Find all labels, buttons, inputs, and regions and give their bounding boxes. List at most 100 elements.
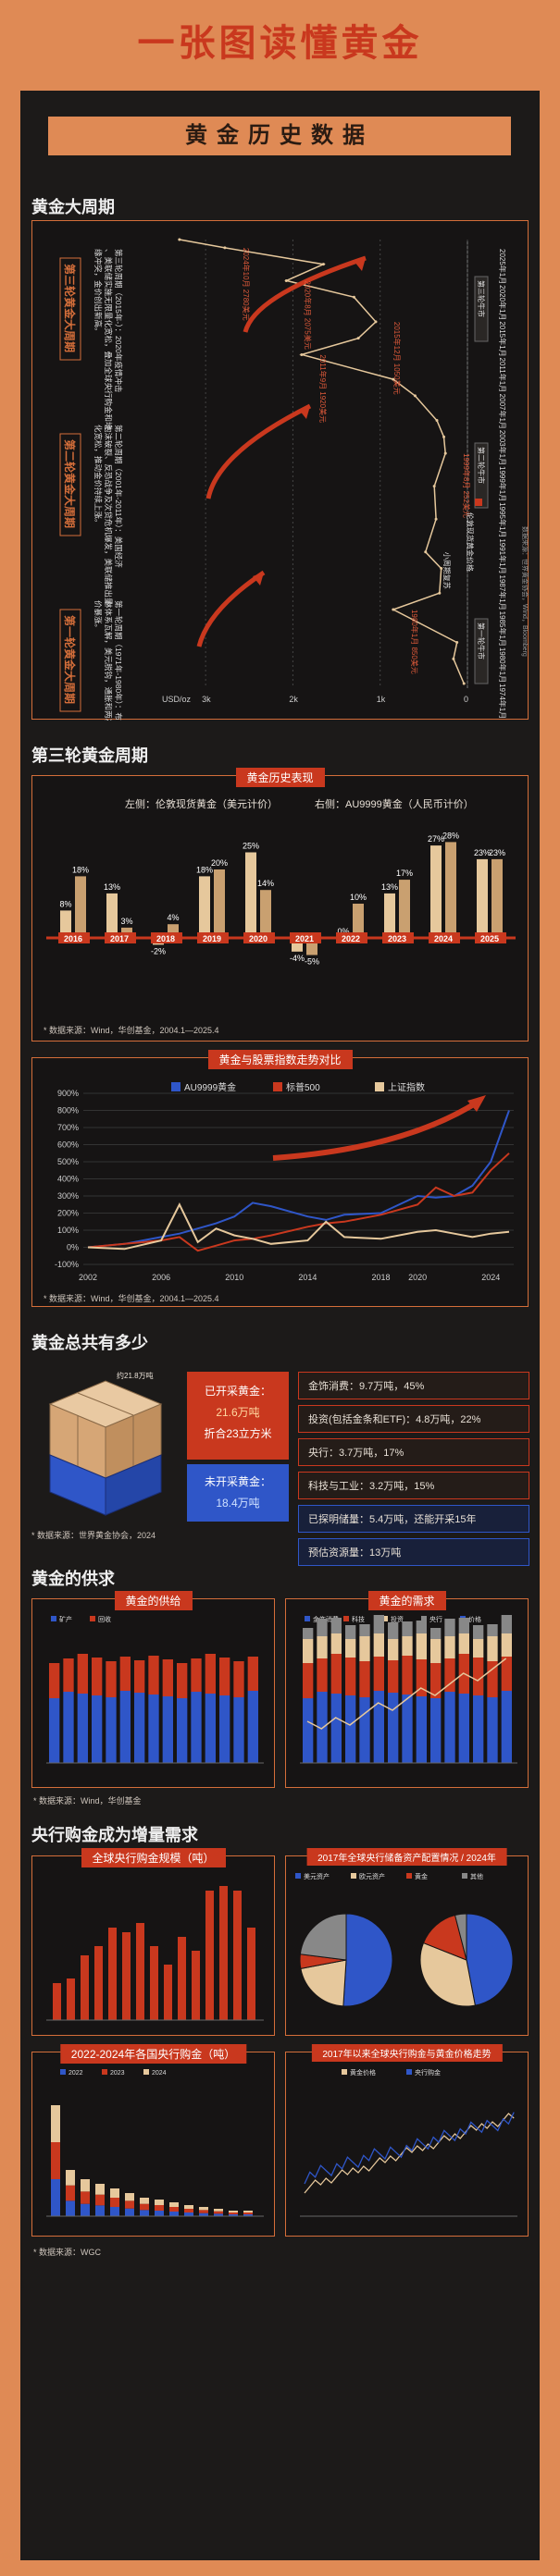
legend-swatch	[295, 1873, 301, 1879]
pie-slice	[342, 1913, 393, 2007]
phase-desc-line: 化宽松，推动金价持续上涨。	[93, 425, 103, 527]
stack-bar-segment	[345, 1625, 356, 1639]
legend-swatch	[51, 1616, 56, 1621]
stack-bar-segment	[416, 1696, 427, 1763]
cb3-bar-segment	[81, 2203, 90, 2216]
cycle-time-label: 2007年1月	[498, 394, 507, 429]
stack-bar-segment	[458, 1633, 469, 1654]
cb3-bar-segment	[155, 2200, 164, 2205]
stack-bar-segment	[205, 1654, 216, 1694]
cb-pie-panel: 2017年全球央行储备资产配置情况 / 2024年 美元资产 欧元资产 黄金 其他	[285, 1848, 529, 2036]
compare-y-tick: 500%	[57, 1157, 79, 1166]
cycle-price-point	[435, 419, 439, 423]
pie-slice	[300, 1959, 347, 2007]
legend-label: 央行购金	[415, 2068, 441, 2077]
section-third-heading: 第三轮黄金周期	[31, 746, 148, 765]
cb-bar	[219, 1886, 228, 2020]
bar-london	[199, 876, 210, 938]
history-bar-chart: 8%18%201613%3%2017-2%4%201818%20%201925%…	[46, 831, 516, 967]
legend-label: 投资	[391, 1615, 404, 1623]
compare-chart: 900% 800% 700% 600% 500% 400% 300% 200% 100% 0% -1…	[55, 1081, 514, 1282]
cb3-bar-segment	[51, 2179, 60, 2216]
cycle-price-point	[452, 657, 455, 660]
stack-bar-segment	[473, 1695, 484, 1763]
use-item: 央行：3.7万吨，17%	[298, 1438, 529, 1466]
bar-value-label: 10%	[350, 893, 367, 902]
section-supply-heading: 黄金的供求	[31, 1570, 115, 1588]
compare-x-tick: 2018	[372, 1273, 391, 1282]
bar-value-label: 14%	[257, 879, 274, 888]
cb3-bar-segment	[199, 2207, 208, 2211]
stack-bar-segment	[487, 1624, 498, 1636]
legend-swatch	[342, 2069, 347, 2075]
compare-legend-label: AU9999黄金	[184, 1081, 236, 1093]
cb3-bar-segment	[214, 2209, 223, 2212]
bar-au9999	[214, 869, 225, 938]
bar-category-bg	[58, 932, 90, 943]
cycle-price-point	[438, 591, 442, 595]
phase-desc-line: 林体系瓦解，美元脱钩，通胀和两次石油危机推动金	[104, 600, 113, 721]
stack-bar-segment	[148, 1695, 159, 1763]
stack-bar-segment	[402, 1636, 413, 1656]
pie-slice	[454, 1913, 467, 1961]
phase-title: 第三轮黄金大周期	[63, 264, 77, 352]
bar-category-label: 2020	[249, 934, 268, 943]
cb3-bar-segment	[81, 2179, 90, 2192]
left-caption: 左侧：伦敦现货黄金（美元计价）	[125, 799, 278, 810]
stack-bar-segment	[317, 1658, 328, 1692]
stack-bar-segment	[388, 1660, 399, 1693]
history-title: 黄金历史数据	[48, 117, 511, 155]
cb-bar	[233, 1891, 242, 2020]
cb3-bar-segment	[51, 2105, 60, 2142]
legend-label: 2024	[152, 2070, 167, 2077]
cb-bar	[67, 1978, 75, 2020]
stack-bar-segment	[303, 1628, 314, 1639]
cb3-bar-segment	[66, 2200, 75, 2216]
reserve-item: 已探明储量：5.4万吨，还能开采15年	[298, 1505, 529, 1533]
cycle-source: 数据来源：世界黄金协会，Wind，Bloomberg	[521, 526, 529, 657]
stack-bar-segment	[219, 1695, 230, 1763]
cb3-bar-segment	[95, 2194, 105, 2206]
stack-bar-segment	[247, 1691, 258, 1763]
bar-value-label: 27%	[428, 834, 444, 844]
legend-label: 矿产	[59, 1615, 72, 1623]
cycle-price-point	[440, 567, 443, 571]
bar-london	[430, 845, 442, 938]
cb-bar	[178, 1937, 186, 2020]
stack-bar-segment	[134, 1693, 145, 1763]
phase-desc-line: 泡沫破裂、反恐战争及次贷危机爆发，美联储推出量	[104, 425, 113, 606]
stack-bar-segment	[444, 1636, 455, 1658]
history-bar-source: * 数据来源：Wind，华创基金，2004.1—2025.4	[44, 1026, 219, 1035]
stack-bar-segment	[487, 1697, 498, 1763]
compare-y-tick: 300%	[57, 1191, 79, 1201]
cb3-bar-segment	[229, 2214, 238, 2216]
legend-swatch	[102, 2069, 107, 2075]
cb3-bar-segment	[110, 2198, 119, 2207]
legend-label: 黄金	[415, 1872, 428, 1880]
cycle-price-point	[392, 608, 395, 611]
mined-box: 已开采黄金： 21.6万吨 折合23立方米	[187, 1372, 289, 1460]
stack-bar-segment	[177, 1698, 188, 1763]
cb4-cb-line	[304, 2112, 515, 2185]
bar-category-label: 2019	[203, 934, 221, 943]
cb-line-tag: 2017年以来全球央行购金与黄金价格走势	[311, 2044, 503, 2062]
stack-bar-segment	[330, 1618, 342, 1633]
stack-bar-segment	[119, 1691, 131, 1763]
cb3-bar-segment	[81, 2191, 90, 2204]
cycle-time-label: 2015年1月	[498, 321, 507, 356]
compare-x-tick: 2024	[481, 1273, 500, 1282]
cycle-time-label: 2011年1月	[498, 358, 507, 393]
stack-bar-segment	[430, 1639, 442, 1663]
bar-value-label: 8%	[59, 899, 71, 908]
stack-bar-segment	[162, 1696, 173, 1763]
cb3-bar-segment	[169, 2207, 179, 2212]
compare-y-tick: 100%	[57, 1226, 79, 1235]
cb-bar	[94, 1946, 103, 2020]
stack-bar-segment	[106, 1697, 117, 1763]
compare-y-tick: 600%	[57, 1140, 79, 1150]
use-item: 金饰消费：9.7万吨，45%	[298, 1372, 529, 1399]
cycle-price-point	[424, 550, 428, 554]
cb3-bar-segment	[229, 2212, 238, 2214]
stack-bar-segment	[501, 1657, 512, 1691]
cycle-price-point	[455, 641, 459, 645]
